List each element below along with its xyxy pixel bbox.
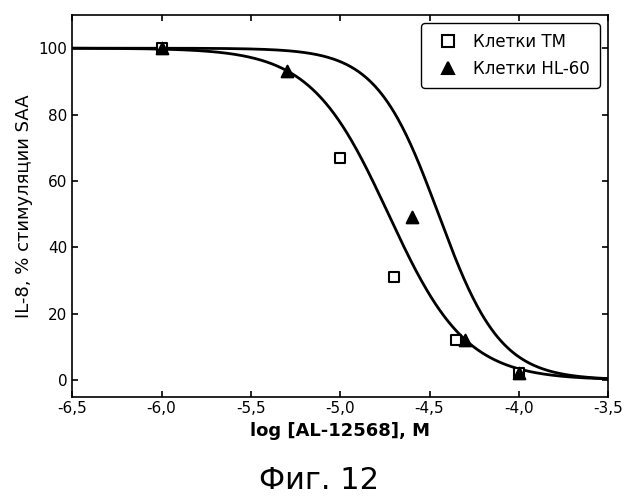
Point	[514, 370, 524, 378]
Text: Фиг. 12: Фиг. 12	[259, 466, 379, 495]
Point	[335, 154, 345, 162]
Point	[460, 336, 470, 344]
Point	[514, 370, 524, 378]
Legend: Клетки ТМ, Клетки HL-60: Клетки ТМ, Клетки HL-60	[421, 24, 600, 88]
Point	[156, 44, 167, 52]
X-axis label: log [AL-12568], М: log [AL-12568], М	[250, 422, 430, 440]
Point	[281, 68, 292, 76]
Point	[389, 273, 399, 281]
Point	[406, 214, 417, 222]
Y-axis label: IL-8, % стимуляции SAA: IL-8, % стимуляции SAA	[15, 94, 33, 318]
Point	[451, 336, 461, 344]
Point	[156, 44, 167, 52]
